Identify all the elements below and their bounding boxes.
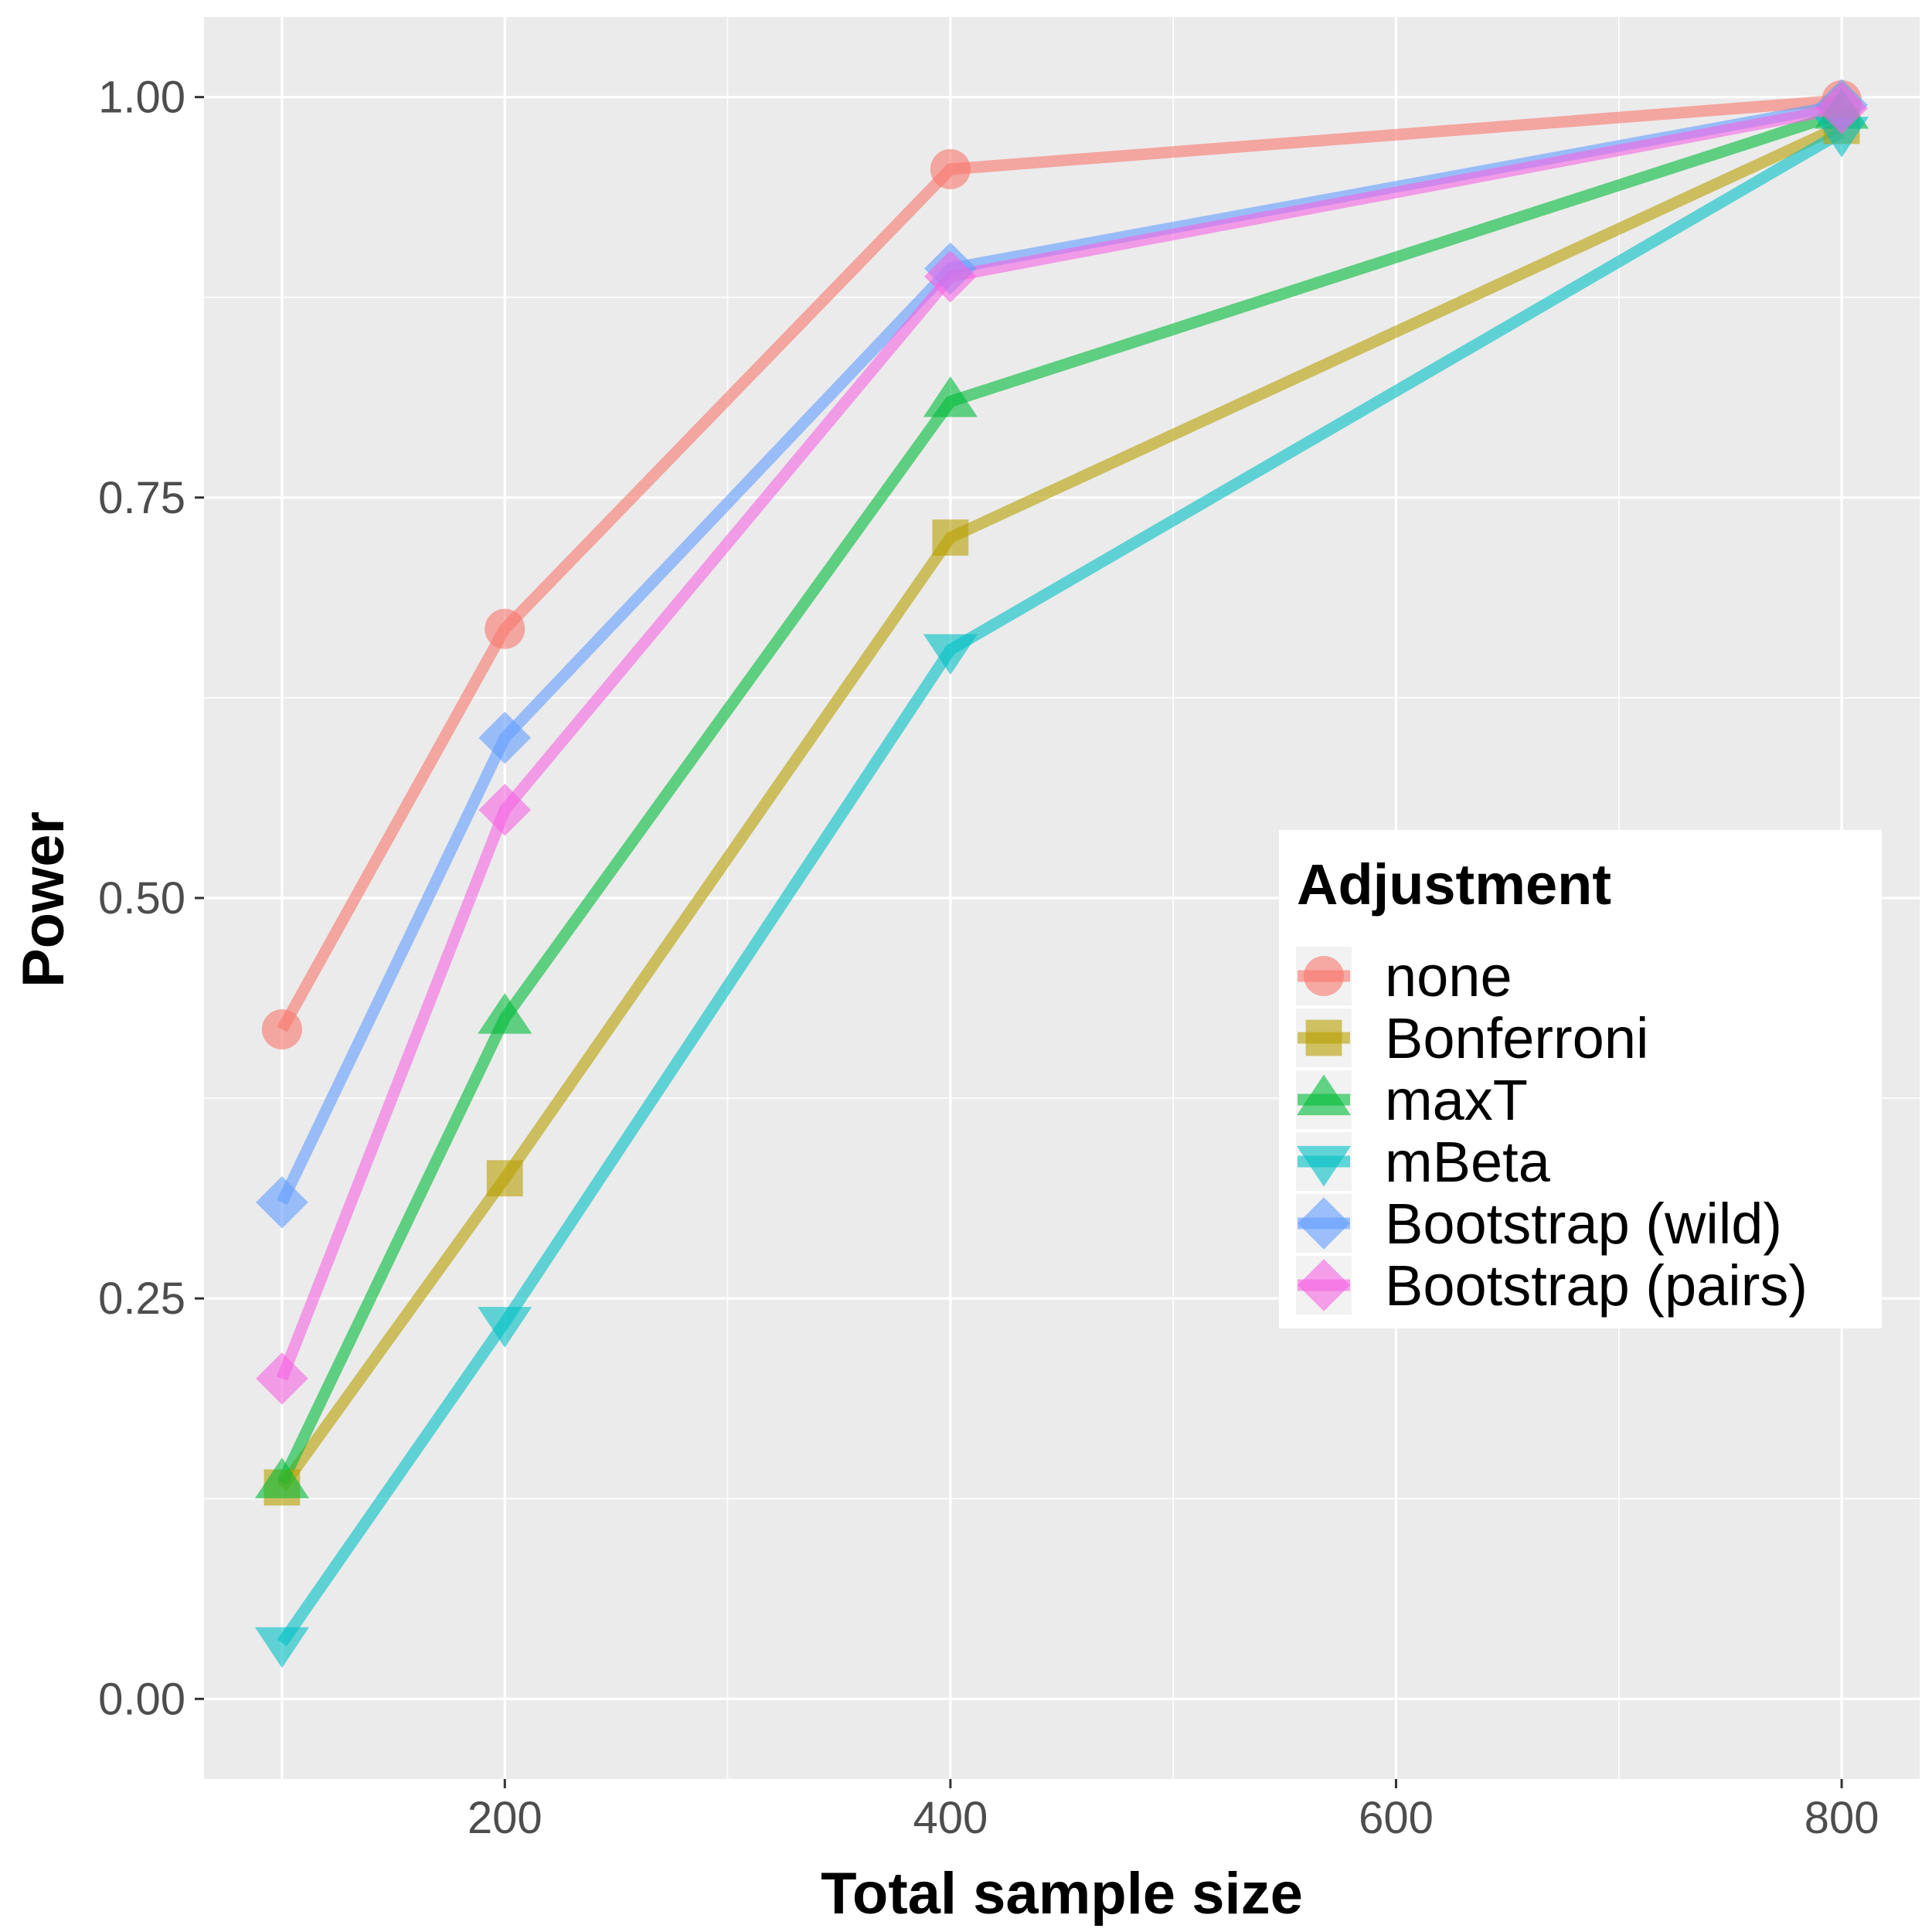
data-point-bonferroni [932, 519, 969, 556]
data-point-bootstrap-pairs [1815, 82, 1868, 134]
y-axis: 0.00 0.25 0.50 0.75 1.00 [98, 73, 204, 1724]
data-point-none [930, 148, 971, 189]
legend-key-symbol [1305, 1019, 1342, 1056]
y-tick-label: 1.00 [98, 73, 185, 123]
data-point-bootstrap-pairs [924, 250, 977, 303]
data-point-mbeta [478, 1307, 532, 1348]
data-point-maxt [254, 1458, 310, 1498]
series-line-bonferroni [277, 121, 1845, 1492]
legend-label: Bootstrap (wild) [1385, 1192, 1782, 1256]
data-point-maxt [923, 376, 978, 417]
data-point-bootstrap-pairs [256, 1352, 308, 1405]
legend-key-symbol [1298, 1259, 1350, 1311]
x-tick-label: 200 [468, 1793, 543, 1843]
data-point-bootstrap-pairs [478, 784, 532, 836]
legend-key-symbol [1296, 1074, 1352, 1116]
legend-key-symbol [1298, 1197, 1350, 1250]
data-point-maxt [478, 992, 532, 1034]
legend-title: Adjustment [1297, 852, 1611, 917]
data-point-none [485, 608, 526, 649]
legend-label: Bootstrap (pairs) [1385, 1253, 1808, 1318]
y-tick-label: 0.00 [98, 1674, 185, 1724]
legend-key-symbol [1304, 956, 1344, 996]
data-point-bootstrap-wild [478, 711, 532, 764]
y-axis-title: Power [11, 811, 77, 988]
data-point-mbeta [1814, 117, 1869, 158]
series-line-mbeta [277, 127, 1845, 1647]
legend-label: none [1385, 944, 1512, 1009]
data-point-none [261, 1009, 302, 1049]
data-point-mbeta [254, 1627, 310, 1668]
legend-label: Bonferroni [1385, 1006, 1648, 1070]
data-point-mbeta [923, 634, 978, 675]
x-tick-label: 400 [913, 1793, 988, 1843]
series-points [254, 79, 1869, 1668]
x-axis-title: Total sample size [821, 1861, 1303, 1927]
x-tick-label: 800 [1804, 1793, 1879, 1843]
series-lines [276, 94, 1845, 1647]
legend: Adjustment noneBonferronimaxTmBetaBootst… [1279, 830, 1882, 1328]
legend-label: maxT [1385, 1068, 1528, 1132]
x-tick-label: 600 [1359, 1793, 1434, 1843]
x-axis: 200 400 600 800 [468, 1779, 1879, 1843]
legend-background [1279, 830, 1882, 1328]
data-point-bonferroni [486, 1160, 523, 1197]
series-line-bootstrap-pairs [276, 102, 1843, 1381]
y-tick-label: 0.50 [98, 873, 185, 923]
series-line-none [277, 94, 1842, 1032]
series-line-maxt [277, 107, 1844, 1485]
legend-label: mBeta [1385, 1130, 1551, 1194]
y-tick-label: 0.25 [98, 1274, 185, 1324]
legend-key-symbol [1296, 1145, 1352, 1187]
y-tick-label: 0.75 [98, 473, 185, 523]
data-point-bootstrap-wild [256, 1176, 308, 1229]
